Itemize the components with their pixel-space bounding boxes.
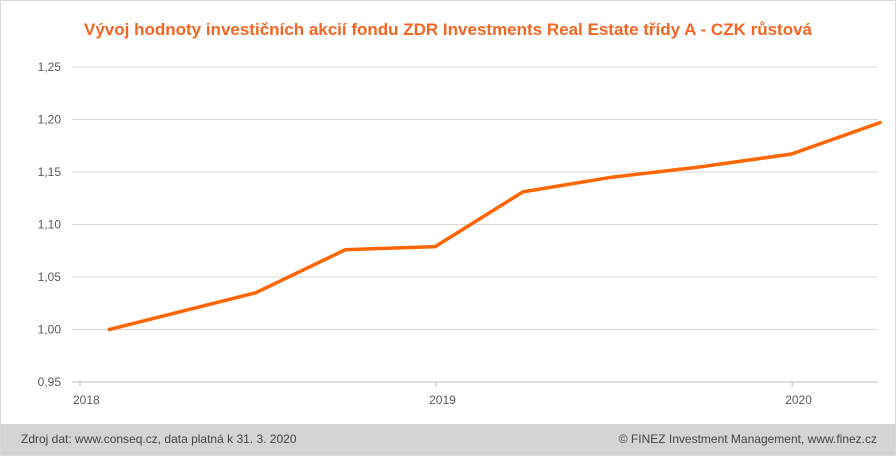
data-point xyxy=(610,175,614,179)
y-tick-label: 1,05 xyxy=(38,270,62,284)
y-tick-label: 1,10 xyxy=(38,218,62,232)
data-point xyxy=(107,328,111,331)
chart-title: Vývoj hodnoty investičních akcií fondu Z… xyxy=(84,20,812,39)
y-tick-label: 1,25 xyxy=(38,60,62,74)
x-tick-label: 2019 xyxy=(429,393,456,407)
data-point xyxy=(878,121,882,125)
x-tick-label: 2018 xyxy=(73,393,100,407)
line-chart: 0,95 1,00 1,05 1,10 1,15 1,20 1,25 2018 2019 202… xyxy=(38,60,882,407)
data-point xyxy=(699,165,703,169)
series-line xyxy=(107,120,882,332)
y-axis-tick-labels: 0,95 1,00 1,05 1,10 1,15 1,20 1,25 xyxy=(38,60,62,389)
data-point xyxy=(789,152,793,156)
data-point xyxy=(254,291,258,295)
y-tick-label: 0,95 xyxy=(38,375,62,389)
data-point xyxy=(521,190,525,194)
data-source-note: Zdroj dat: www.conseq.cz, data platná k … xyxy=(21,432,297,446)
data-point xyxy=(433,245,437,249)
series-group xyxy=(107,120,882,332)
y-tick-label: 1,15 xyxy=(38,165,62,179)
copyright-note: © FINEZ Investment Management, www.finez… xyxy=(618,432,877,446)
data-point xyxy=(343,248,347,252)
footer-bar: Zdroj dat: www.conseq.cz, data platná k … xyxy=(1,424,895,455)
y-tick-label: 1,20 xyxy=(38,113,62,127)
y-tick-label: 1,00 xyxy=(38,323,62,337)
x-tick-label: 2020 xyxy=(785,393,812,407)
gridlines xyxy=(72,66,878,330)
x-axis: 2018 2019 2020 xyxy=(72,381,878,407)
